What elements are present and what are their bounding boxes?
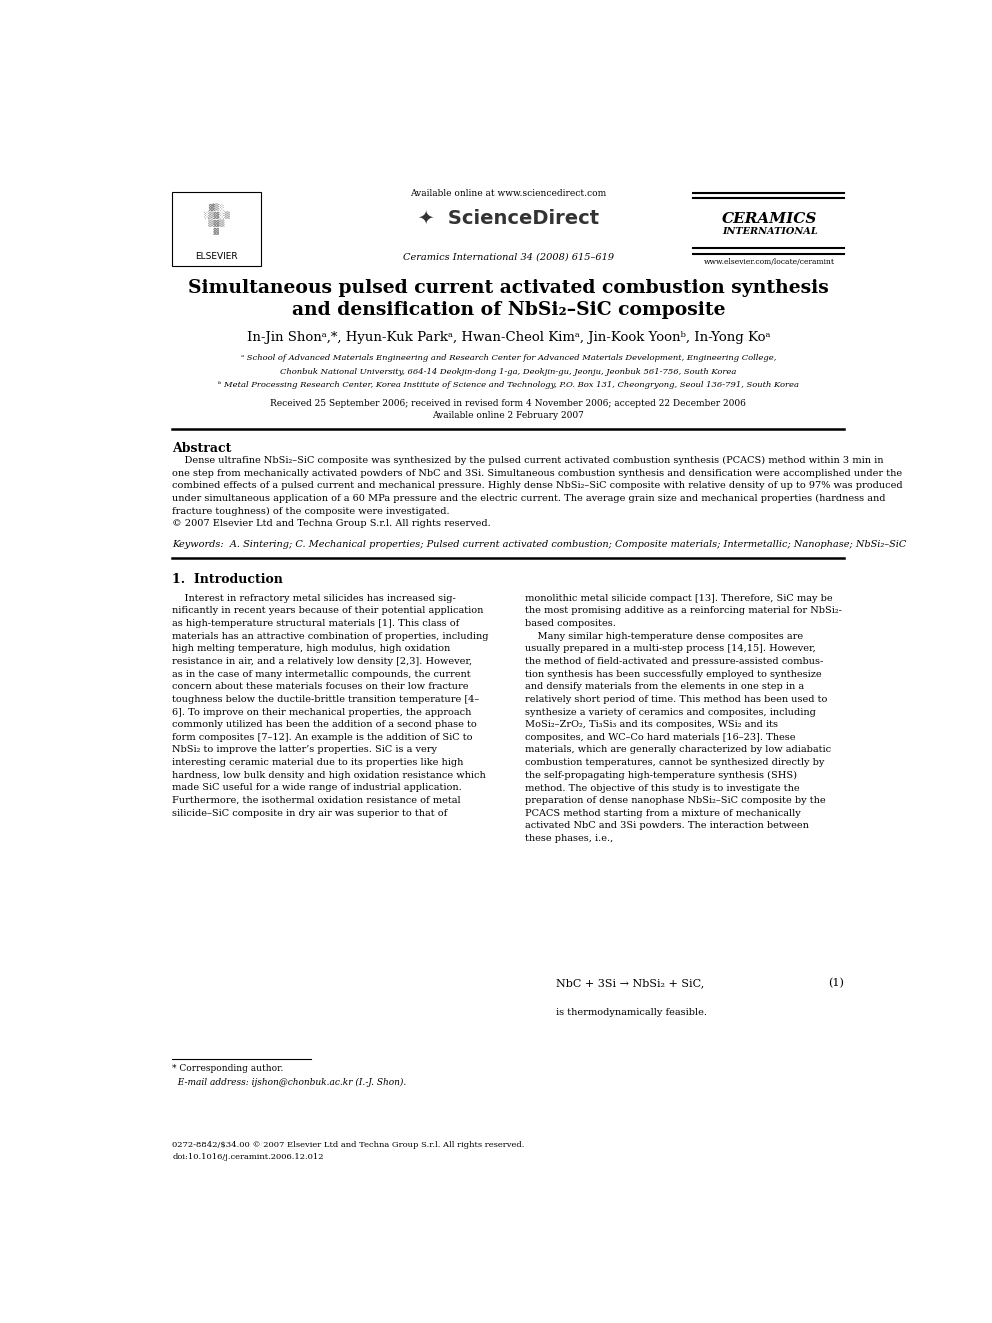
Text: Interest in refractory metal silicides has increased sig-
nificantly in recent y: Interest in refractory metal silicides h… [173, 594, 489, 818]
Text: 1.  Introduction: 1. Introduction [173, 573, 284, 586]
Text: ▓▒░
░▒▓░▒
 ▒▓▒ 
  ▓: ▓▒░ ░▒▓░▒ ▒▓▒ ▓ [203, 202, 230, 234]
Text: Ceramics International 34 (2008) 615–619: Ceramics International 34 (2008) 615–619 [403, 253, 614, 262]
Text: Dense ultrafine NbSi₂–SiC composite was synthesized by the pulsed current activa: Dense ultrafine NbSi₂–SiC composite was … [173, 456, 903, 528]
Text: * Corresponding author.: * Corresponding author. [173, 1065, 284, 1073]
Text: ELSEVIER: ELSEVIER [195, 251, 238, 261]
Text: Available online 2 February 2007: Available online 2 February 2007 [433, 411, 584, 421]
Text: Simultaneous pulsed current activated combustion synthesis: Simultaneous pulsed current activated co… [188, 279, 828, 296]
Text: www.elsevier.com/locate/ceramint: www.elsevier.com/locate/ceramint [704, 258, 835, 266]
Text: Chonbuk National University, 664-14 Deokjin-dong 1-ga, Deokjin-gu, Jeonju, Jeonb: Chonbuk National University, 664-14 Deok… [280, 368, 737, 376]
Text: doi:10.1016/j.ceramint.2006.12.012: doi:10.1016/j.ceramint.2006.12.012 [173, 1154, 324, 1162]
Text: Abstract: Abstract [173, 442, 232, 455]
Text: and densification of NbSi₂–SiC composite: and densification of NbSi₂–SiC composite [292, 302, 725, 319]
Text: CERAMICS: CERAMICS [722, 212, 817, 226]
Text: (1): (1) [828, 978, 844, 988]
Text: ᵃ School of Advanced Materials Engineering and Research Center for Advanced Mate: ᵃ School of Advanced Materials Engineeri… [241, 355, 776, 363]
Text: Available online at www.sciencedirect.com: Available online at www.sciencedirect.co… [411, 189, 606, 198]
Text: NbC + 3Si → NbSi₂ + SiC,: NbC + 3Si → NbSi₂ + SiC, [557, 978, 704, 988]
Text: Keywords:  A. Sintering; C. Mechanical properties; Pulsed current activated comb: Keywords: A. Sintering; C. Mechanical pr… [173, 540, 907, 549]
Text: monolithic metal silicide compact [13]. Therefore, SiC may be
the most promising: monolithic metal silicide compact [13]. … [526, 594, 842, 843]
Text: ᵇ Metal Processing Research Center, Korea Institute of Science and Technology, P: ᵇ Metal Processing Research Center, Kore… [218, 381, 799, 389]
Text: is thermodynamically feasible.: is thermodynamically feasible. [557, 1008, 707, 1017]
Text: 0272-8842/$34.00 © 2007 Elsevier Ltd and Techna Group S.r.l. All rights reserved: 0272-8842/$34.00 © 2007 Elsevier Ltd and… [173, 1140, 525, 1148]
Text: In-Jin Shonᵃ,*, Hyun-Kuk Parkᵃ, Hwan-Cheol Kimᵃ, Jin-Kook Yoonᵇ, In-Yong Koᵃ: In-Jin Shonᵃ,*, Hyun-Kuk Parkᵃ, Hwan-Che… [247, 331, 770, 344]
Text: INTERNATIONAL: INTERNATIONAL [722, 228, 817, 235]
Text: E-mail address: ijshon@chonbuk.ac.kr (I.-J. Shon).: E-mail address: ijshon@chonbuk.ac.kr (I.… [173, 1078, 407, 1086]
Bar [173, 192, 261, 266]
Text: ✦  ScienceDirect: ✦ ScienceDirect [418, 209, 599, 228]
Text: Received 25 September 2006; received in revised form 4 November 2006; accepted 2: Received 25 September 2006; received in … [271, 400, 746, 409]
